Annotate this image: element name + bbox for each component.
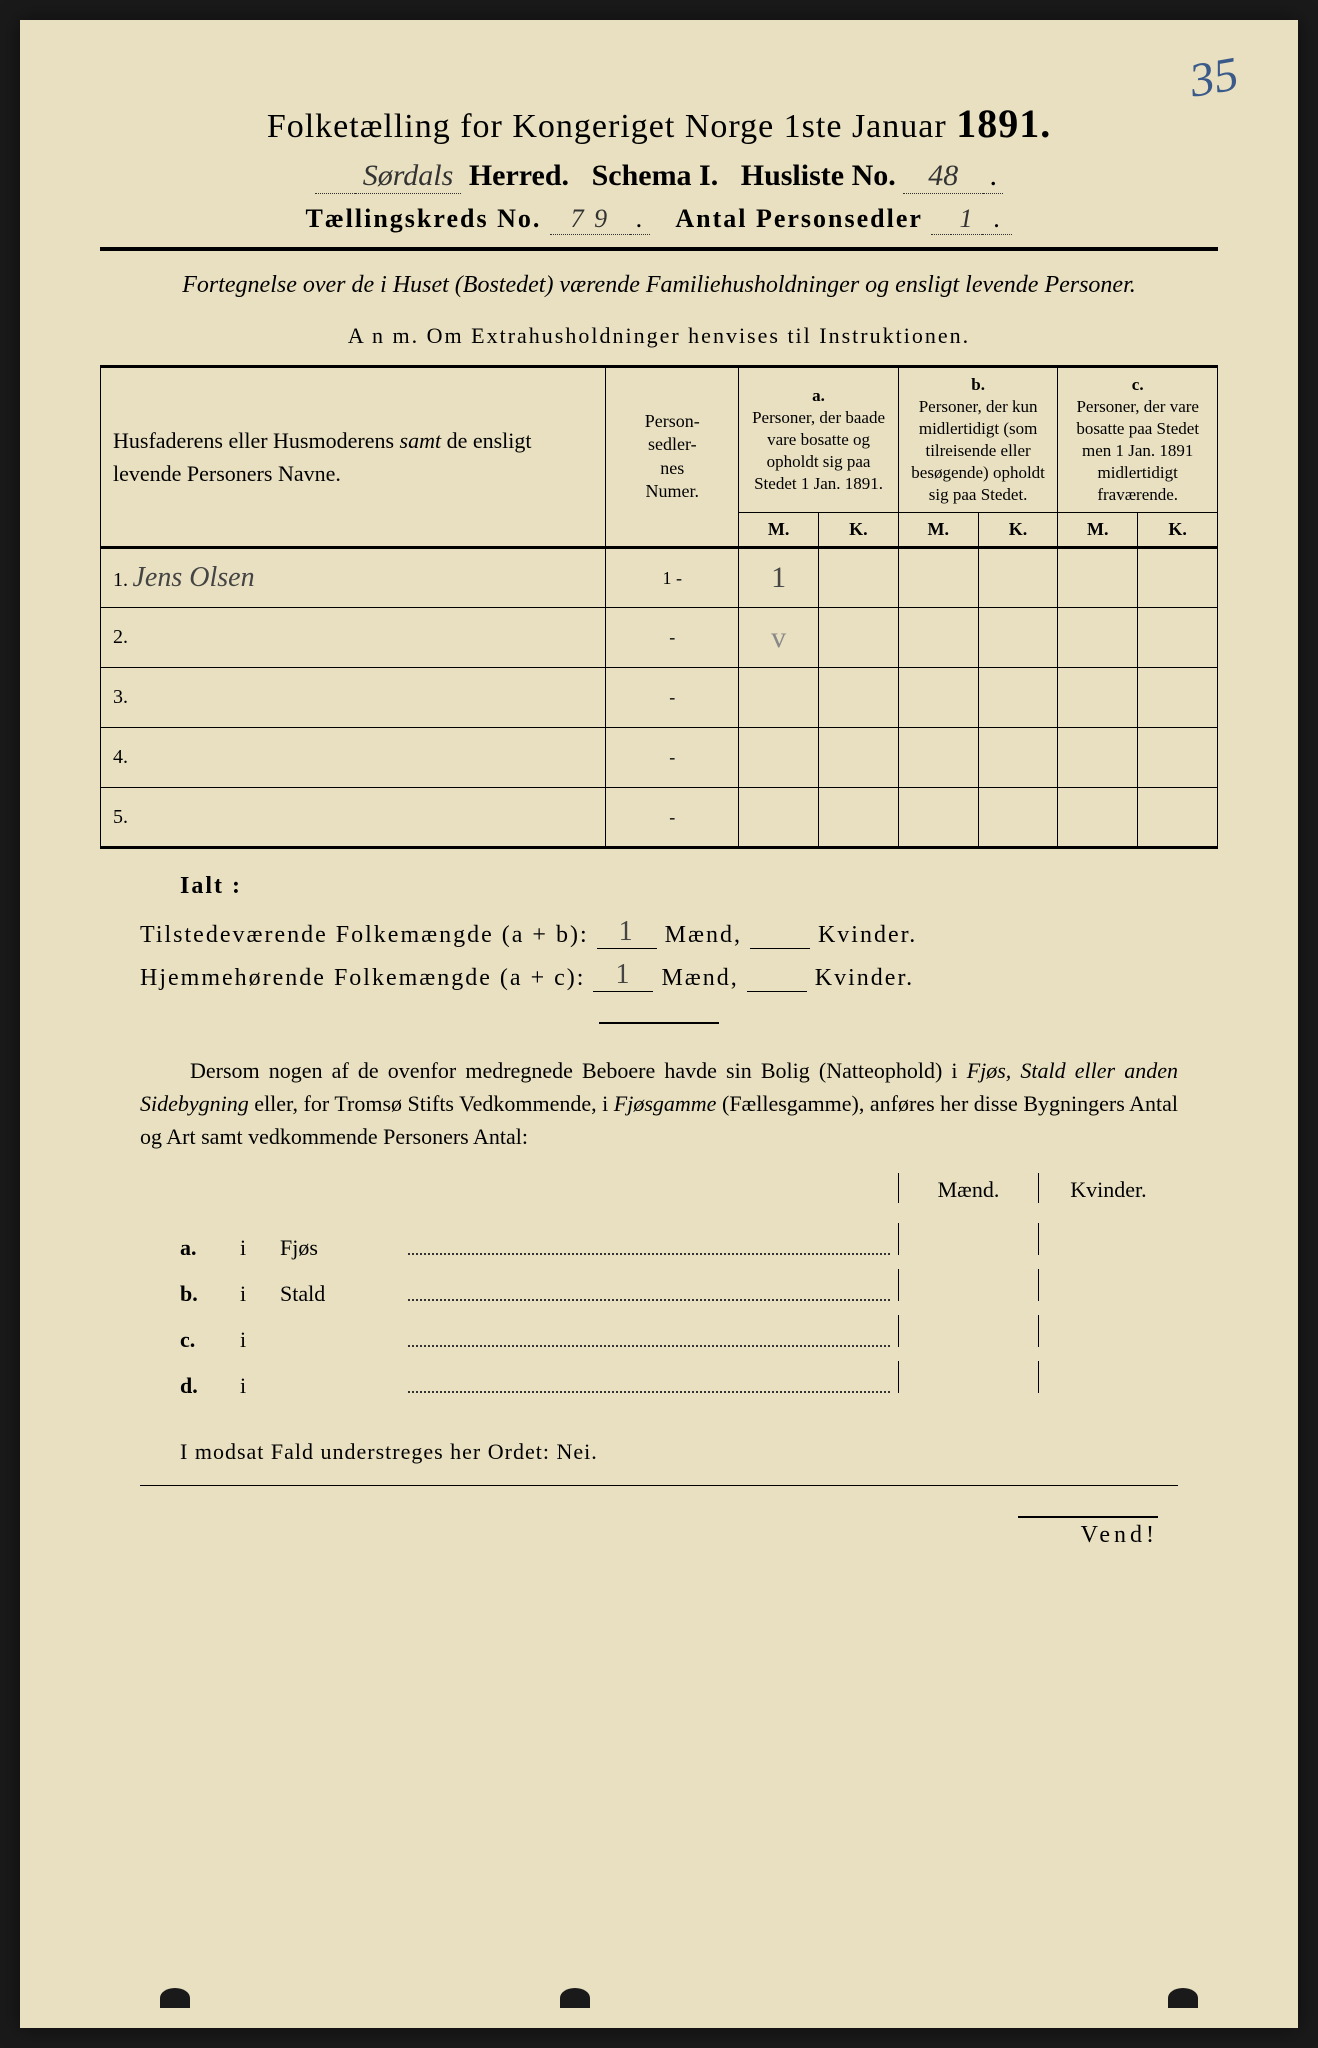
anm-note: A n m. Om Extrahusholdninger henvises ti… — [100, 323, 1218, 349]
row-5-sedler: - — [606, 788, 739, 848]
main-title: Folketælling for Kongeriget Norge 1ste J… — [100, 100, 1218, 147]
row-4-ak — [819, 728, 899, 788]
building-paragraph: Dersom nogen af de ovenfor medregnede Be… — [140, 1054, 1178, 1153]
row-4-sedler: - — [606, 728, 739, 788]
title-year: 1891. — [956, 101, 1051, 146]
tear-mark — [160, 1988, 190, 2008]
row-5-ak — [819, 788, 899, 848]
col-b-header: b. Personer, der kun midlertidigt (som t… — [898, 366, 1058, 513]
sum2-k — [747, 959, 807, 992]
row-2-cm — [1058, 608, 1138, 668]
document-page: 35 Folketælling for Kongeriget Norge 1st… — [20, 20, 1298, 2028]
row-1-ck — [1138, 548, 1218, 608]
census-table: Husfaderens eller Husmoderens samt de en… — [100, 365, 1218, 850]
col-sedler-header: Person-sedler-nesNumer. — [606, 366, 739, 548]
title-prefix: Folketælling for Kongeriget Norge 1ste J… — [267, 108, 947, 145]
row-4-name: 4. — [101, 728, 606, 788]
herred-name-handwritten: Sørdals — [355, 159, 462, 194]
col-names-header: Husfaderens eller Husmoderens samt de en… — [101, 366, 606, 548]
kreds-line: Tællingskreds No. 7 9. Antal Personsedle… — [100, 204, 1218, 235]
herred-line: Sørdals Herred. Schema I. Husliste No. 4… — [100, 159, 1218, 194]
row-1-bk — [978, 548, 1058, 608]
summary-line-2: Hjemmehørende Folkemængde (a + c): 1 Mæn… — [140, 959, 1178, 992]
kreds-label: Tællingskreds No. — [306, 204, 542, 233]
col-b-m: M. — [898, 513, 978, 548]
row-1-am: 1 — [739, 548, 819, 608]
husliste-no: 48 — [903, 159, 983, 194]
personsedler-no: 1 — [951, 204, 982, 235]
row-3-sedler: - — [606, 668, 739, 728]
row-3-bk — [978, 668, 1058, 728]
mk-m: Mænd. — [898, 1173, 1038, 1203]
summary-line-1: Tilstedeværende Folkemængde (a + b): 1 M… — [140, 916, 1178, 949]
col-c-m: M. — [1058, 513, 1138, 548]
schema-label: Schema I. — [592, 159, 719, 192]
col-a-header: a. Personer, der baade vare bosatte og o… — [739, 366, 899, 513]
row-1-bm — [898, 548, 978, 608]
col-c-k: K. — [1138, 513, 1218, 548]
row-5-am — [739, 788, 819, 848]
row-3-ck — [1138, 668, 1218, 728]
row-3-name: 3. — [101, 668, 606, 728]
divider-thick — [100, 247, 1218, 251]
row-3-ak — [819, 668, 899, 728]
row-2-ak — [819, 608, 899, 668]
tear-mark — [1168, 1988, 1198, 2008]
row-1-name: 1. Jens Olsen — [101, 548, 606, 608]
row-2-am: v — [739, 608, 819, 668]
row-5-bk — [978, 788, 1058, 848]
row-4-bm — [898, 728, 978, 788]
divider-thin — [140, 1485, 1178, 1486]
subtitle: Fortegnelse over de i Huset (Bostedet) v… — [160, 269, 1158, 303]
building-table: a. i Fjøs b. i Stald c. i d. i — [180, 1223, 1178, 1399]
building-row-a: a. i Fjøs — [180, 1223, 1178, 1261]
husliste-label: Husliste No. — [741, 159, 896, 192]
sum1-k — [750, 916, 810, 949]
kreds-no: 7 9 — [550, 204, 630, 235]
col-b-k: K. — [978, 513, 1058, 548]
building-mk-header: Mænd. Kvinder. — [100, 1173, 1178, 1203]
row-4-cm — [1058, 728, 1138, 788]
tear-mark — [560, 1988, 590, 2008]
row-2-bm — [898, 608, 978, 668]
row-3-am — [739, 668, 819, 728]
row-3-cm — [1058, 668, 1138, 728]
herred-label: Herred. — [469, 159, 569, 192]
row-5-name: 5. — [101, 788, 606, 848]
row-5-cm — [1058, 788, 1138, 848]
building-row-c: c. i — [180, 1315, 1178, 1353]
personsedler-label: Antal Personsedler — [675, 204, 923, 233]
row-5-ck — [1138, 788, 1218, 848]
row-4-ck — [1138, 728, 1218, 788]
row-1-cm — [1058, 548, 1138, 608]
row-2-bk — [978, 608, 1058, 668]
row-1-sedler: 1 - — [606, 548, 739, 608]
row-2-ck — [1138, 608, 1218, 668]
ialt-label: Ialt : — [180, 873, 1218, 900]
short-divider — [599, 1022, 719, 1024]
vend-label: Vend! — [1018, 1516, 1158, 1549]
row-5-bm — [898, 788, 978, 848]
mk-k: Kvinder. — [1038, 1173, 1178, 1203]
sum1-m: 1 — [597, 916, 657, 949]
col-a-k: K. — [819, 513, 899, 548]
building-row-d: d. i — [180, 1361, 1178, 1399]
page-number-annotation: 35 — [1186, 46, 1243, 108]
row-1-ak — [819, 548, 899, 608]
building-row-b: b. i Stald — [180, 1269, 1178, 1307]
sum2-m: 1 — [593, 959, 653, 992]
row-4-am — [739, 728, 819, 788]
row-4-bk — [978, 728, 1058, 788]
row-2-name: 2. — [101, 608, 606, 668]
row-2-sedler: - — [606, 608, 739, 668]
row-3-bm — [898, 668, 978, 728]
col-c-header: c. Personer, der vare bosatte paa Stedet… — [1058, 366, 1218, 513]
nei-line: I modsat Fald understreges her Ordet: Ne… — [180, 1439, 1178, 1465]
col-a-m: M. — [739, 513, 819, 548]
